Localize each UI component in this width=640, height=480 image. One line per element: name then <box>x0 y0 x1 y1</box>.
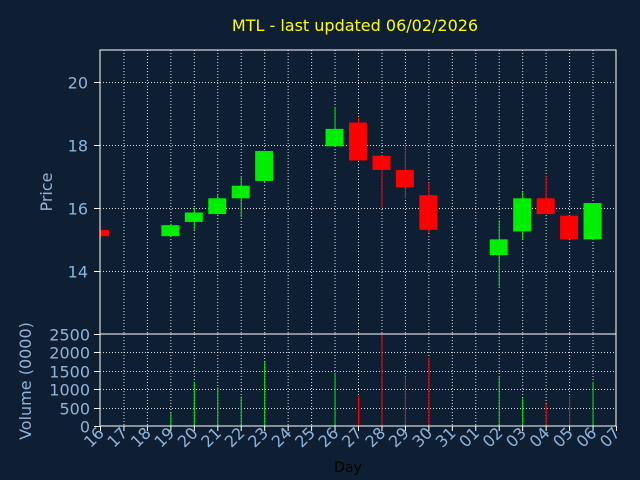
candle <box>325 106 344 147</box>
volume-tick-label: 0 <box>80 418 90 437</box>
candle <box>395 144 414 199</box>
candles <box>100 106 602 287</box>
candle-body <box>372 155 391 170</box>
price-axis-label: Price <box>37 172 56 211</box>
x-ticks: 1617181920212223242526272829303101020304… <box>80 423 624 451</box>
candle <box>372 155 391 208</box>
x-tick-label: 07 <box>596 423 624 451</box>
volume-tick-label: 1000 <box>49 381 90 400</box>
candle-body <box>208 198 227 215</box>
candle <box>161 223 180 237</box>
candle-body <box>419 195 438 230</box>
volume-tick-label: 2500 <box>49 326 90 345</box>
candle-body <box>489 239 508 256</box>
candle-body <box>255 150 274 181</box>
candle <box>560 215 579 240</box>
x-axis-label: Day <box>334 460 362 476</box>
candle <box>100 229 109 238</box>
candle <box>536 176 555 215</box>
volume-tick-label: 1500 <box>49 363 90 382</box>
candle-body <box>536 198 555 215</box>
candle-body <box>184 212 203 222</box>
candle-body <box>161 225 180 237</box>
candle-body <box>231 185 250 199</box>
candle <box>349 117 367 161</box>
candle <box>208 195 227 215</box>
price-tick-label: 14 <box>68 263 88 282</box>
candle <box>255 150 274 183</box>
candle-body <box>325 128 344 147</box>
chart-title: MTL - last updated 06/02/2026 <box>232 16 478 35</box>
candle-body <box>583 203 602 240</box>
candle-body <box>100 229 109 237</box>
price-tick-label: 18 <box>68 137 88 156</box>
candle <box>231 176 250 218</box>
volume-axis-label: Volume (0000) <box>16 322 35 440</box>
price-tick-label: 20 <box>68 74 88 93</box>
volume-bars <box>170 334 594 426</box>
candle-body <box>395 169 414 188</box>
candle-body <box>349 122 367 161</box>
candle <box>513 192 532 240</box>
price-grid <box>100 50 616 334</box>
price-ticks: 14 16 18 20 <box>68 74 100 282</box>
candle <box>184 207 203 230</box>
price-tick-label: 16 <box>68 200 88 219</box>
candle-body <box>560 215 579 240</box>
volume-tick-label: 2000 <box>49 344 90 363</box>
candle <box>419 182 438 234</box>
candle-body <box>513 198 532 232</box>
volume-tick-label: 500 <box>59 400 90 419</box>
candle <box>583 203 602 240</box>
volume-panel-frame <box>99 333 617 427</box>
candle <box>489 220 508 287</box>
